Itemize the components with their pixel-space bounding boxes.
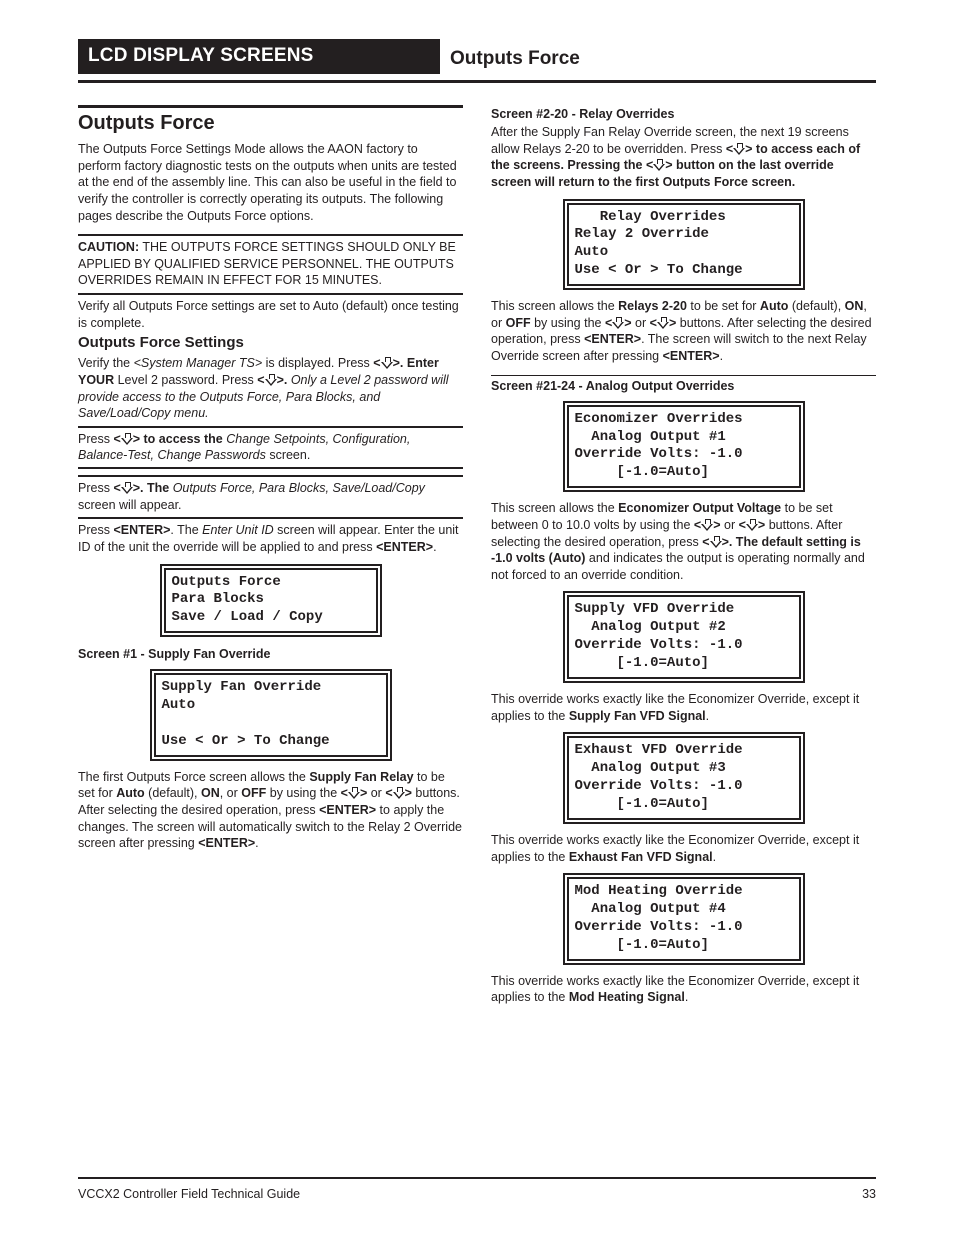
header-rule	[78, 80, 876, 83]
fan-title: Screen #1 - Supply Fan Override	[78, 647, 463, 661]
left-column: Outputs Force The Outputs Force Settings…	[78, 105, 463, 1009]
down-arrow-icon	[711, 536, 721, 548]
step-1: Verify the <System Manager TS> is displa…	[78, 355, 463, 422]
down-arrow-icon	[613, 317, 623, 329]
down-arrow-icon	[734, 143, 744, 155]
down-arrow-icon	[654, 159, 664, 171]
down-arrow-icon	[122, 433, 132, 445]
screenbox-outputs-force: Outputs ForcePara BlocksSave / Load / Co…	[160, 564, 382, 638]
screenbox-wrap: Supply VFD Override Analog Output #2Over…	[491, 591, 876, 683]
screenbox-relay: Relay OverridesRelay 2 OverrideAutoUse <…	[563, 199, 805, 291]
caution-title: CAUTION:	[78, 240, 139, 254]
section-rule	[78, 105, 463, 108]
page: LCD DISPLAY SCREENS Outputs Force Output…	[0, 0, 954, 1235]
screenbox-wrap: Supply Fan OverrideAutoUse < Or > To Cha…	[78, 669, 463, 761]
down-arrow-icon	[702, 519, 712, 531]
down-arrow-icon	[266, 374, 276, 386]
down-arrow-icon	[382, 357, 392, 369]
sub-rule	[78, 234, 463, 236]
relay-body2: This screen allows the Relays 2-20 to be…	[491, 298, 876, 365]
footer-doc-name: VCCX2 Controller Field Technical Guide	[78, 1187, 300, 1201]
screenbox-wrap: Mod Heating Override Analog Output #4Ove…	[491, 873, 876, 965]
footer-page-number: 33	[862, 1187, 876, 1201]
header-right: Outputs Force	[450, 48, 580, 74]
sub-rule	[78, 475, 463, 477]
screenbox-wrap: Outputs ForcePara BlocksSave / Load / Co…	[78, 564, 463, 638]
sub-rule	[491, 375, 876, 376]
analog-title: Screen #21-24 - Analog Output Overrides	[491, 379, 876, 393]
right-column: Screen #2-20 - Relay Overrides After the…	[491, 105, 876, 1009]
fan-body: The ﬁrst Outputs Force screen allows the…	[78, 769, 463, 852]
sub-rule	[78, 293, 463, 295]
svfd-body: This override works exactly like the Eco…	[491, 691, 876, 724]
sub-rule	[78, 517, 463, 519]
relay-title: Screen #2-20 - Relay Overrides	[491, 107, 876, 121]
intro-text: The Outputs Force Settings Mode allows t…	[78, 141, 463, 224]
screenbox-wrap: Exhaust VFD Override Analog Output #3Ove…	[491, 732, 876, 824]
down-arrow-icon	[394, 787, 404, 799]
econ-body: This screen allows the Economizer Output…	[491, 500, 876, 583]
screenbox-supply-fan: Supply Fan OverrideAutoUse < Or > To Cha…	[150, 669, 392, 761]
down-arrow-icon	[122, 482, 132, 494]
header-blackbox: LCD DISPLAY SCREENS	[78, 39, 440, 74]
sub-rule	[78, 426, 463, 428]
screenbox-wrap: Economizer Overrides Analog Output #1Ove…	[491, 401, 876, 493]
step-2: Press <> to access the Change Setpoints,…	[78, 431, 463, 464]
header-bar: LCD DISPLAY SCREENS Outputs Force	[78, 38, 876, 74]
relay-body: After the Supply Fan Relay Override scre…	[491, 124, 876, 191]
step-3: Press <>. The Outputs Force, Para Blocks…	[78, 480, 463, 513]
screenbox-supply-vfd: Supply VFD Override Analog Output #2Over…	[563, 591, 805, 683]
mheat-body: This override works exactly like the Eco…	[491, 973, 876, 1006]
step-4: Press <ENTER>. The Enter Unit ID screen …	[78, 522, 463, 555]
screenbox-exhaust-vfd: Exhaust VFD Override Analog Output #3Ove…	[563, 732, 805, 824]
footer-rule	[78, 1177, 876, 1179]
step-title: Outputs Force Settings	[78, 334, 463, 351]
screenbox-economizer: Economizer Overrides Analog Output #1Ove…	[563, 401, 805, 493]
section-title: Outputs Force	[78, 112, 463, 135]
down-arrow-icon	[349, 787, 359, 799]
down-arrow-icon	[658, 317, 668, 329]
prompt: Verify all Outputs Force settings are se…	[78, 298, 463, 331]
screenbox-mod-heating: Mod Heating Override Analog Output #4Ove…	[563, 873, 805, 965]
caution-text: CAUTION: THE OUTPUTS FORCE SETTINGS SHOU…	[78, 239, 463, 289]
columns: Outputs Force The Outputs Force Settings…	[78, 105, 876, 1009]
evfd-body: This override works exactly like the Eco…	[491, 832, 876, 865]
down-arrow-icon	[747, 519, 757, 531]
footer: VCCX2 Controller Field Technical Guide 3…	[78, 1187, 876, 1201]
screenbox-wrap: Relay OverridesRelay 2 OverrideAutoUse <…	[491, 199, 876, 291]
sub-rule	[78, 467, 463, 469]
